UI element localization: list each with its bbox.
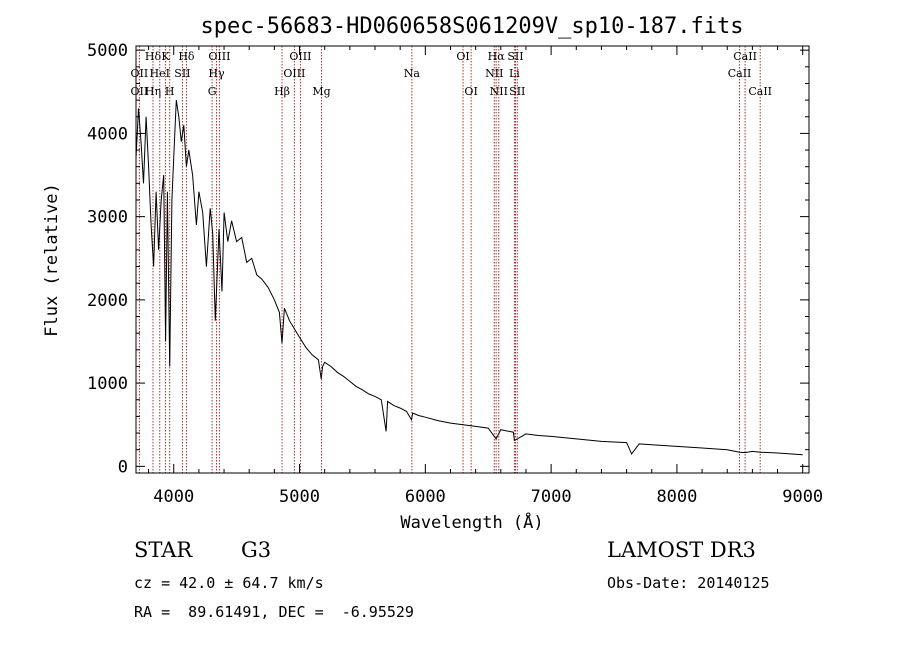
spectral-line-label: OII [131,67,149,80]
spectral-line-label: Hη [145,85,161,98]
spectral-line-label: NII [485,67,503,80]
spectral-line-label: NII [490,85,508,98]
spectral-line-label: HeI [150,67,170,80]
redshift-cz: cz = 42.0 ± 64.7 km/s [134,574,324,592]
spectral-line-label: OI [464,85,477,98]
spectral-line-label: CaII [748,85,772,98]
x-axis-label: Wavelength (Å) [400,511,543,533]
spectral-line-label: CaII [728,67,752,80]
spectral-line-label: Hβ [274,85,290,98]
spectral-line-label: Li [509,67,520,80]
spectral-line-label: Hγ [208,67,225,80]
y-tick-label: 1000 [87,374,128,394]
spectral-line-label: OII [131,85,149,98]
spectral-line-label: G [208,85,217,98]
spectral-line-label: Hδ [145,50,162,63]
y-tick-label: 2000 [87,291,128,311]
x-tick-label: 8000 [656,487,697,507]
x-tick-label: 7000 [531,487,572,507]
y-tick-label: 3000 [87,208,128,228]
spectral-line-label: OIII [283,67,305,80]
flux-series-line [135,100,803,456]
spectral-line-label: Hα [488,50,506,63]
plot-frame [135,45,810,474]
y-axis-ticks: 0 1000 2000 3000 4000 5000 [87,41,809,477]
spectral-line-label: H [165,85,175,98]
spectral-line-label: Mg [312,85,330,98]
object-subclass: G3 [241,538,272,562]
spectral-line-label: OIII [289,50,311,63]
x-axis-ticks: 4000 5000 6000 7000 8000 9000 [148,46,823,507]
object-class: STAR [134,538,193,562]
spectral-line-label: K [161,50,170,63]
spectral-line-label: OIII [208,50,230,63]
spectral-line-label: OI [456,50,469,63]
spectral-line-label: SII [507,50,523,63]
y-tick-label: 4000 [87,124,128,144]
y-tick-label: 0 [118,457,128,477]
x-tick-label: 5000 [279,487,320,507]
spectral-line-markers [138,46,761,473]
survey-name: LAMOST DR3 [607,538,756,562]
spectral-line-label: Na [404,67,421,80]
observation-date: Obs-Date: 20140125 [607,574,770,592]
x-tick-label: 4000 [153,487,194,507]
y-axis-label: Flux (relative) [42,183,62,337]
spectral-line-labels: Hδ OII OII K HeI SII Hη H Hδ OIII Hγ G Hβ OIII OIII Mg N… [131,50,772,98]
chart-title: spec-56683-HD060658S061209V_sp10-187.fit… [200,14,743,39]
x-tick-label: 9000 [782,487,823,507]
x-tick-label: 6000 [405,487,446,507]
ra-dec-coordinates: RA = 89.61491, DEC = -6.95529 [134,603,414,621]
spectral-line-label: Hδ [178,50,195,63]
spectral-line-label: CaII [733,50,757,63]
spectrum-chart: spec-56683-HD060658S061209V_sp10-187.fit… [42,14,823,533]
spectral-line-label: SII [509,85,525,98]
spectral-line-label: SII [174,67,190,80]
y-tick-label: 5000 [87,41,128,61]
